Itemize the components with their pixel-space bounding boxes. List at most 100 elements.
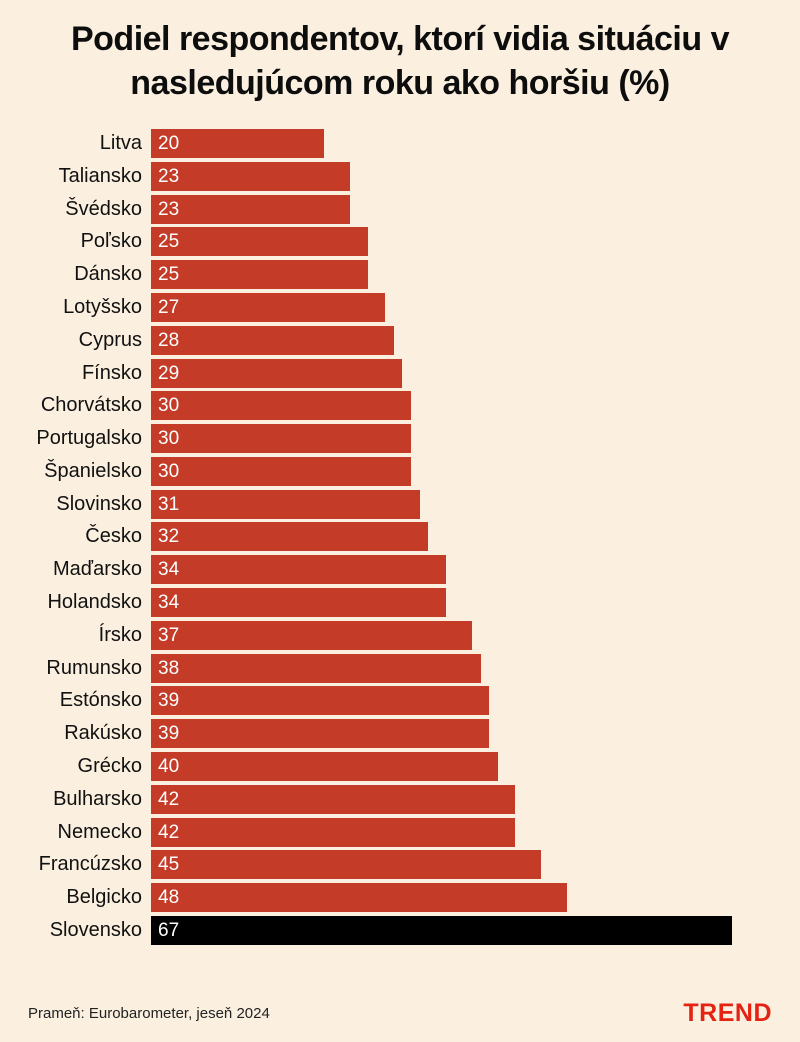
bar-row: Belgicko 48 bbox=[0, 881, 800, 914]
bar: 25 bbox=[151, 260, 368, 290]
bar-row: Slovinsko 31 bbox=[0, 488, 800, 521]
bar-row: Lotyšsko 27 bbox=[0, 291, 800, 324]
bar-row: Rakúsko 39 bbox=[0, 717, 800, 750]
chart-title: Podiel respondentov, ktorí vidia situáci… bbox=[70, 20, 730, 102]
bar-row: Slovensko 67 bbox=[0, 914, 800, 947]
bar-row: Írsko 37 bbox=[0, 619, 800, 652]
bar-track: 39 bbox=[151, 686, 732, 716]
category-label: Francúzsko bbox=[38, 853, 142, 876]
bar-value-label: 23 bbox=[158, 165, 180, 187]
bar-track: 42 bbox=[151, 817, 732, 847]
bar-track: 30 bbox=[151, 424, 732, 454]
category-label: Lotyšsko bbox=[63, 295, 142, 318]
bar-row: Holandsko 34 bbox=[0, 586, 800, 619]
source-note: Prameň: Eurobarometer, jeseň 2024 bbox=[28, 1005, 270, 1022]
bar: 20 bbox=[151, 128, 325, 158]
bar: 42 bbox=[151, 784, 516, 814]
bar-track: 34 bbox=[151, 555, 732, 585]
bar: 30 bbox=[151, 424, 412, 454]
bar-value-label: 48 bbox=[158, 887, 180, 909]
bar-row: Chorvátsko 30 bbox=[0, 389, 800, 422]
category-label: Česko bbox=[85, 525, 142, 548]
bar-track: 40 bbox=[151, 752, 732, 782]
bar-track: 30 bbox=[151, 391, 732, 421]
bar-track: 37 bbox=[151, 620, 732, 650]
category-label: Maďarsko bbox=[53, 558, 142, 581]
bar: 45 bbox=[151, 850, 542, 880]
category-label: Švédsko bbox=[65, 197, 142, 220]
bar: 25 bbox=[151, 227, 368, 257]
bar-value-label: 27 bbox=[158, 296, 180, 318]
bar-value-label: 67 bbox=[158, 920, 180, 942]
bar: 40 bbox=[151, 752, 498, 782]
bar: 38 bbox=[151, 653, 481, 683]
bar-value-label: 25 bbox=[158, 264, 180, 286]
bar-track: 42 bbox=[151, 784, 732, 814]
bar: 30 bbox=[151, 456, 412, 486]
bar-value-label: 25 bbox=[158, 231, 180, 253]
bar-value-label: 29 bbox=[158, 362, 180, 384]
bar-track: 25 bbox=[151, 227, 732, 257]
bar-track: 31 bbox=[151, 489, 732, 519]
bar: 37 bbox=[151, 620, 472, 650]
bar-value-label: 37 bbox=[158, 624, 180, 646]
bar-track: 48 bbox=[151, 883, 732, 913]
category-label: Bulharsko bbox=[53, 787, 142, 810]
category-label: Slovinsko bbox=[56, 492, 142, 515]
bar: 34 bbox=[151, 555, 446, 585]
bar: 23 bbox=[151, 161, 351, 191]
bar-track: 20 bbox=[151, 128, 732, 158]
bar-track: 28 bbox=[151, 325, 732, 355]
bar: 42 bbox=[151, 817, 516, 847]
bar-track: 34 bbox=[151, 588, 732, 618]
category-label: Estónsko bbox=[59, 689, 142, 712]
bar-value-label: 45 bbox=[158, 854, 180, 876]
category-label: Chorvátsko bbox=[40, 394, 142, 417]
bar: 29 bbox=[151, 358, 403, 388]
bar-value-label: 23 bbox=[158, 198, 180, 220]
bar-track: 23 bbox=[151, 161, 732, 191]
bar: 30 bbox=[151, 391, 412, 421]
bar-value-label: 39 bbox=[158, 690, 180, 712]
bar: 32 bbox=[151, 522, 429, 552]
bar-row: Dánsko 25 bbox=[0, 258, 800, 291]
bar: 28 bbox=[151, 325, 394, 355]
bar-row: Švédsko 23 bbox=[0, 193, 800, 226]
bar-track: 32 bbox=[151, 522, 732, 552]
bar-row: Portugalsko 30 bbox=[0, 422, 800, 455]
bar-chart: Litva 20 Taliansko 23 Švédsko 23 Poľsko 25 Dánsk… bbox=[0, 127, 800, 947]
category-label: Taliansko bbox=[58, 164, 142, 187]
footer: Prameň: Eurobarometer, jeseň 2024 TREND bbox=[28, 999, 772, 1028]
bar-value-label: 30 bbox=[158, 428, 180, 450]
category-label: Írsko bbox=[98, 623, 142, 646]
category-label: Belgicko bbox=[66, 886, 142, 909]
bar: 34 bbox=[151, 588, 446, 618]
bar: 31 bbox=[151, 489, 420, 519]
bar-row: Nemecko 42 bbox=[0, 816, 800, 849]
category-label: Nemecko bbox=[57, 820, 142, 843]
category-label: Grécko bbox=[77, 755, 142, 778]
bar-row: Litva 20 bbox=[0, 127, 800, 160]
bar-row: Maďarsko 34 bbox=[0, 553, 800, 586]
bar-value-label: 31 bbox=[158, 493, 180, 515]
bar-value-label: 34 bbox=[158, 559, 180, 581]
bar: 27 bbox=[151, 292, 386, 322]
bar-value-label: 34 bbox=[158, 592, 180, 614]
category-label: Slovensko bbox=[49, 919, 142, 942]
category-label: Fínsko bbox=[81, 361, 142, 384]
category-label: Poľsko bbox=[80, 230, 142, 253]
category-label: Cyprus bbox=[78, 328, 142, 351]
bar-track: 39 bbox=[151, 719, 732, 749]
bar-row: Cyprus 28 bbox=[0, 324, 800, 357]
bar-row: Bulharsko 42 bbox=[0, 783, 800, 816]
bar-value-label: 40 bbox=[158, 756, 180, 778]
category-label: Dánsko bbox=[74, 263, 142, 286]
category-label: Španielsko bbox=[44, 459, 142, 482]
bar-row: Francúzsko 45 bbox=[0, 849, 800, 882]
bar-value-label: 20 bbox=[158, 132, 180, 154]
bar-track: 27 bbox=[151, 292, 732, 322]
chart-page: Podiel respondentov, ktorí vidia situáci… bbox=[0, 18, 800, 1027]
bar-highlighted: 67 bbox=[151, 916, 732, 946]
category-label: Litva bbox=[99, 131, 142, 154]
bar-row: Fínsko 29 bbox=[0, 357, 800, 390]
